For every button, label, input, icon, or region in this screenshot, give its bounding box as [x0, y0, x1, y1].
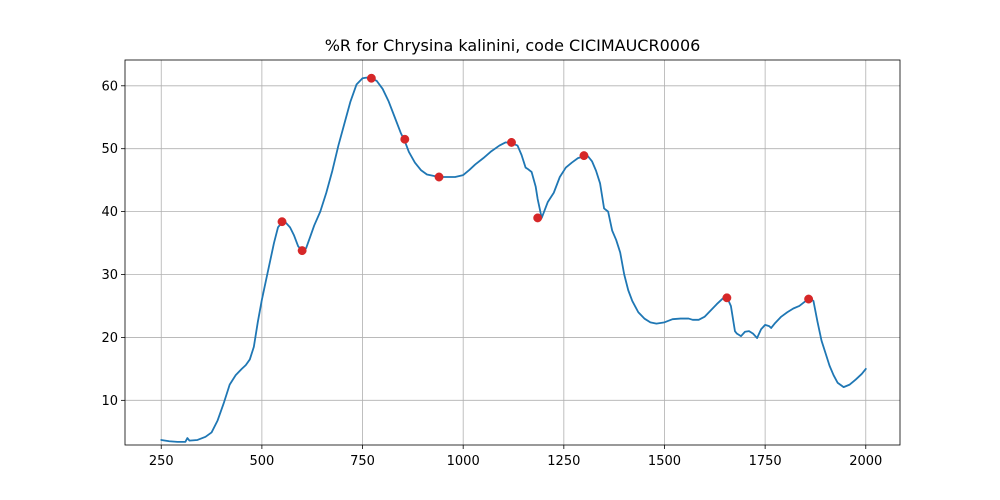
y-tick-label: 40 [101, 205, 118, 220]
peak-marker [366, 73, 376, 83]
y-tick-label: 50 [101, 142, 118, 157]
chart-title: %R for Chrysina kalinini, code CICIMAUCR… [325, 36, 701, 55]
peak-marker [507, 137, 516, 147]
x-tick-label: 1500 [648, 454, 681, 469]
y-tick-label: 10 [101, 394, 118, 409]
x-tick-label: 750 [350, 454, 375, 469]
peak-marker [533, 213, 543, 223]
x-tick-label: 250 [149, 454, 174, 469]
y-tick-label: 60 [101, 79, 118, 94]
peak-marker [277, 217, 287, 227]
peak-marker [804, 294, 814, 304]
peak-markers [277, 73, 814, 304]
plot-frame [124, 59, 901, 446]
peak-marker [400, 134, 410, 144]
x-tick-label: 2000 [849, 454, 882, 469]
peak-marker [722, 293, 732, 303]
x-tick-label: 500 [249, 454, 274, 469]
plot-axes [124, 59, 901, 446]
y-tick-label: 20 [101, 331, 118, 346]
peak-marker [579, 151, 589, 161]
series-layer [160, 76, 867, 443]
peak-marker [434, 172, 444, 182]
x-tick-label: 1000 [447, 454, 480, 469]
y-tick-label: 30 [101, 268, 118, 283]
grid-lines [125, 60, 900, 445]
peak-marker [297, 246, 307, 256]
x-tick-label: 1250 [547, 454, 580, 469]
reflectance-line [160, 76, 867, 443]
x-tick-label: 1750 [749, 454, 782, 469]
axis-ticks: 250 500 750 1000 1250 1500 1750 2000 10 20 30 40 50 6… [101, 79, 882, 469]
